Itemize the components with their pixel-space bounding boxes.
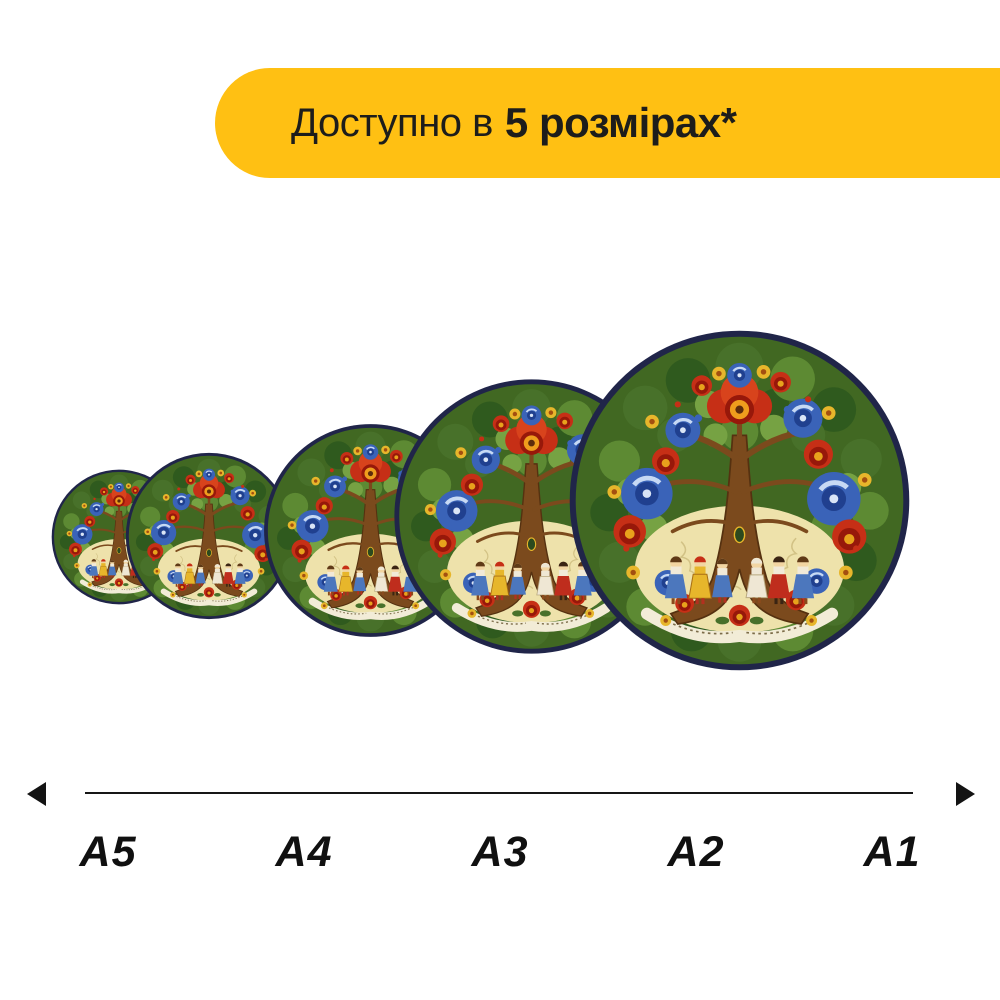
banner-text-bold: 5 розмірах* bbox=[504, 99, 737, 146]
size-label-a4: A4 bbox=[275, 828, 333, 876]
size-label-a2: A2 bbox=[667, 828, 725, 876]
size-labels-row: A5 A4 A3 A2 A1 bbox=[10, 828, 990, 877]
availability-banner: Доступно в 5 розмірах* bbox=[215, 68, 1000, 178]
scale-line bbox=[85, 792, 913, 794]
left-arrowhead-icon bbox=[27, 782, 46, 806]
puzzle-plate-a1 bbox=[568, 329, 911, 672]
right-arrowhead-icon bbox=[956, 782, 975, 806]
size-label-a1: A1 bbox=[863, 828, 921, 876]
size-label-a5: A5 bbox=[79, 828, 137, 876]
size-label-a3: A3 bbox=[471, 828, 529, 876]
banner-text-regular: Доступно в bbox=[291, 100, 493, 145]
